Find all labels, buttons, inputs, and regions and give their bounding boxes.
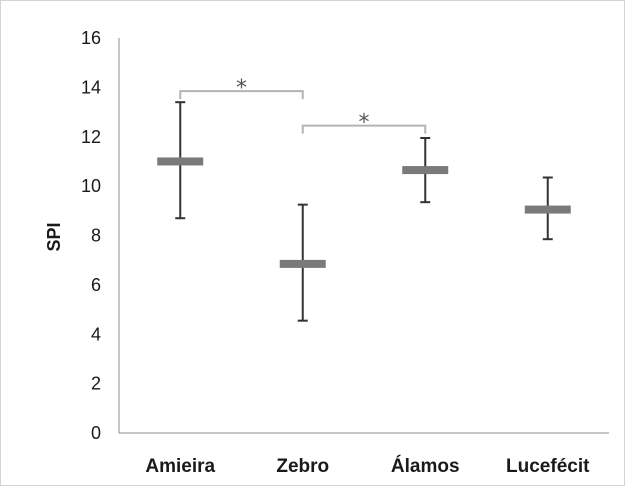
mean-marker	[524, 205, 571, 214]
y-tick-label: 2	[91, 374, 101, 394]
significance-bracket	[301, 124, 427, 134]
x-category-label: Álamos	[391, 455, 460, 477]
x-category-label: Zebro	[276, 456, 329, 477]
y-tick-label: 10	[81, 176, 101, 196]
y-tick-label: 12	[81, 127, 101, 147]
y-tick-label: 16	[81, 28, 101, 48]
mean-marker	[279, 259, 326, 268]
y-axis-label: SPI	[44, 222, 64, 251]
y-tick-label: 8	[91, 226, 101, 246]
mean-marker	[157, 157, 204, 166]
y-tick-label: 0	[91, 423, 101, 443]
significance-star: *	[236, 76, 247, 101]
mean-marker	[402, 166, 449, 175]
significance-annotations: **	[179, 76, 427, 136]
y-tick-label: 14	[81, 77, 101, 97]
y-tick-label: 6	[91, 275, 101, 295]
x-category-label: Amieira	[145, 456, 215, 477]
significance-star: *	[359, 111, 370, 136]
y-tick-label: 4	[91, 324, 101, 344]
x-category-label: Lucefécit	[506, 456, 590, 477]
significance-bracket	[179, 90, 304, 100]
axes: 0 2 4 6 8 10 12 14 16 Amieira Zebro Álamos Lucefécit	[81, 28, 609, 477]
data-marks	[157, 101, 571, 322]
